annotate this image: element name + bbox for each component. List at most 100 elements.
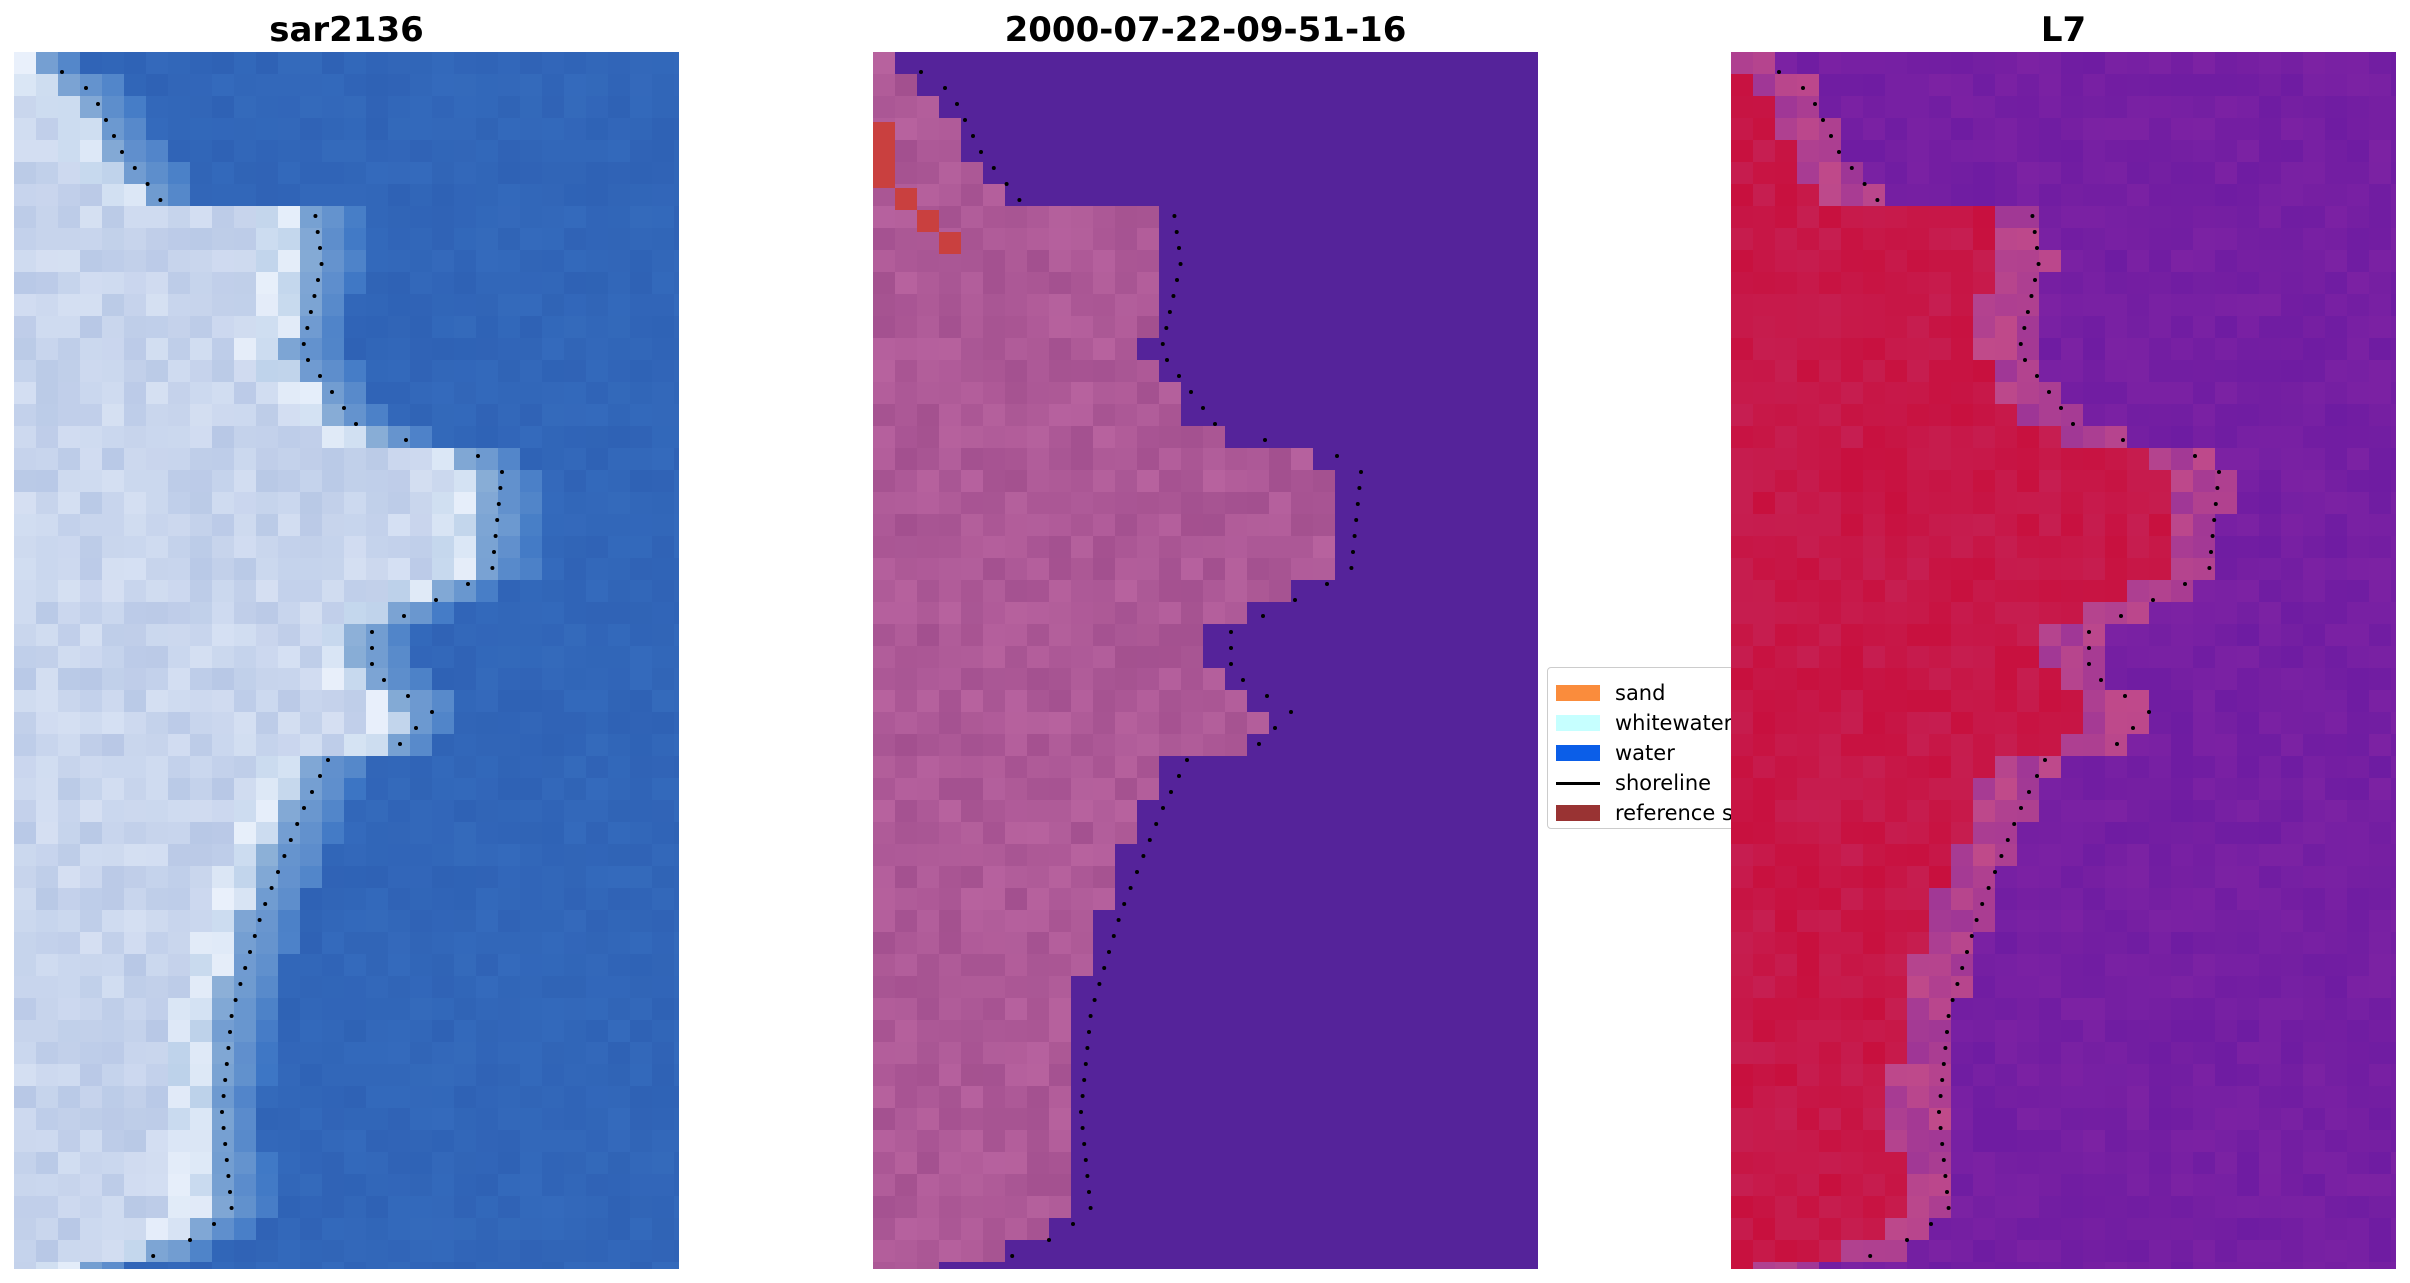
raster-cell — [2127, 734, 2150, 757]
raster-cell — [1885, 228, 1908, 251]
raster-cell — [498, 734, 521, 757]
raster-cell — [2391, 888, 2396, 911]
raster-cell — [983, 756, 1006, 779]
raster-cell — [1027, 888, 1050, 911]
raster-cell — [344, 162, 367, 185]
raster-cell — [2369, 888, 2392, 911]
raster-cell — [1071, 558, 1094, 581]
raster-cell — [1753, 712, 1776, 735]
raster-cell — [1379, 52, 1402, 75]
raster-cell — [476, 250, 499, 273]
raster-cell — [674, 932, 679, 955]
raster-cell — [1401, 426, 1424, 449]
raster-cell — [2083, 668, 2106, 691]
raster-cell — [1885, 184, 1908, 207]
legend-swatch-whitewater — [1556, 715, 1600, 731]
raster-cell — [190, 1152, 213, 1175]
raster-cell — [1533, 866, 1538, 889]
raster-cell — [1951, 558, 1974, 581]
shoreline-point — [301, 342, 306, 346]
raster-cell — [983, 690, 1006, 713]
raster-cell — [1841, 910, 1864, 933]
raster-cell — [1247, 74, 1270, 97]
raster-cell — [2347, 404, 2370, 427]
raster-cell — [1973, 778, 1996, 801]
raster-cell — [190, 932, 213, 955]
raster-cell — [2171, 734, 2194, 757]
raster-cell — [1445, 910, 1468, 933]
raster-cell — [1533, 184, 1538, 207]
raster-cell — [234, 954, 257, 977]
raster-cell — [322, 800, 345, 823]
raster-cell — [58, 206, 81, 229]
raster-cell — [14, 448, 37, 471]
raster-cell — [1225, 866, 1248, 889]
raster-cell — [102, 272, 125, 295]
raster-cell — [212, 646, 235, 669]
raster-cell — [520, 800, 543, 823]
raster-cell — [388, 866, 411, 889]
raster-cell — [58, 1064, 81, 1087]
raster-cell — [1159, 492, 1182, 515]
raster-cell — [1929, 668, 1952, 691]
raster-cell — [1291, 822, 1314, 845]
raster-cell — [520, 690, 543, 713]
raster-cell — [2149, 52, 2172, 75]
raster-cell — [2215, 228, 2238, 251]
raster-cell — [322, 514, 345, 537]
raster-cell — [2171, 360, 2194, 383]
raster-cell — [256, 1064, 279, 1087]
shoreline-point — [145, 182, 150, 186]
raster-cell — [102, 1130, 125, 1153]
raster-cell — [344, 426, 367, 449]
raster-cell — [2237, 118, 2260, 141]
raster-cell — [1467, 954, 1490, 977]
raster-cell — [476, 470, 499, 493]
raster-cell — [1247, 382, 1270, 405]
raster-cell — [2039, 184, 2062, 207]
raster-cell — [564, 690, 587, 713]
raster-cell — [1973, 712, 1996, 735]
raster-cell — [322, 668, 345, 691]
raster-cell — [168, 470, 191, 493]
raster-cell — [58, 162, 81, 185]
raster-cell — [366, 888, 389, 911]
raster-cell — [432, 492, 455, 515]
raster-cell — [1357, 866, 1380, 889]
raster-cell — [2347, 228, 2370, 251]
raster-cell — [2215, 184, 2238, 207]
shoreline-point — [1257, 742, 1261, 746]
raster-cell — [190, 294, 213, 317]
raster-cell — [1379, 74, 1402, 97]
raster-cell — [1995, 800, 2018, 823]
raster-cell — [917, 1218, 940, 1241]
raster-cell — [1445, 734, 1468, 757]
raster-cell — [1247, 844, 1270, 867]
shoreline-point — [1097, 982, 1102, 986]
raster-cell — [1401, 514, 1424, 537]
raster-cell — [1181, 954, 1204, 977]
raster-cell — [1841, 228, 1864, 251]
raster-cell — [322, 910, 345, 933]
raster-cell — [1005, 778, 1028, 801]
raster-cell — [652, 272, 675, 295]
raster-cell — [388, 668, 411, 691]
raster-cell — [1819, 272, 1842, 295]
raster-cell — [1973, 536, 1996, 559]
raster-cell — [1929, 998, 1952, 1021]
raster-cell — [2149, 294, 2172, 317]
raster-cell — [2303, 228, 2326, 251]
raster-cell — [1423, 140, 1446, 163]
raster-cell — [256, 338, 279, 361]
raster-cell — [961, 756, 984, 779]
raster-cell — [2391, 316, 2396, 339]
raster-cell — [1247, 338, 1270, 361]
raster-cell — [168, 382, 191, 405]
raster-cell — [2215, 272, 2238, 295]
raster-cell — [1885, 712, 1908, 735]
raster-cell — [410, 470, 433, 493]
raster-cell — [2369, 272, 2392, 295]
raster-cell — [1753, 866, 1776, 889]
raster-cell — [873, 1086, 896, 1109]
raster-cell — [1929, 734, 1952, 757]
